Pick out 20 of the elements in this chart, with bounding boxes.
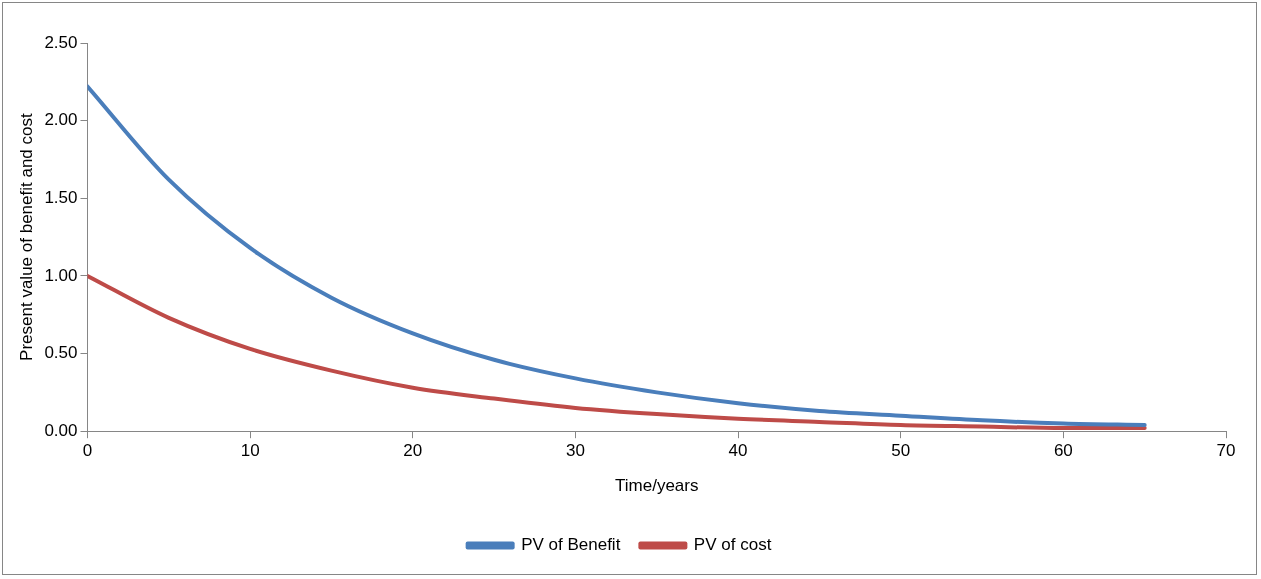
line-series [87, 84, 1147, 427]
line-series [87, 273, 1147, 431]
x-tick-label: 50 [891, 441, 911, 461]
legend-label: PV of cost [693, 535, 772, 555]
y-tick-label: 2.00 [44, 110, 78, 130]
y-tick-label: 0.50 [44, 343, 78, 363]
y-axis-title: Present value of benefit and cost [16, 113, 36, 361]
y-tick-label: 1.50 [44, 187, 78, 207]
x-tick-label: 60 [1053, 441, 1073, 461]
x-tick-label: 40 [728, 441, 748, 461]
y-tick-label: 1.00 [44, 265, 78, 285]
legend-label: PV of Benefit [521, 535, 621, 555]
y-tick-label: 0.00 [44, 420, 78, 440]
x-tick-label: 70 [1216, 441, 1236, 461]
x-tick-label: 30 [565, 441, 585, 461]
x-tick-label: 0 [82, 441, 93, 461]
y-tick-label: 2.50 [44, 32, 78, 52]
x-tick-label: 10 [240, 441, 260, 461]
x-tick-label: 20 [403, 441, 423, 461]
x-axis-title: Time/years [615, 476, 699, 496]
